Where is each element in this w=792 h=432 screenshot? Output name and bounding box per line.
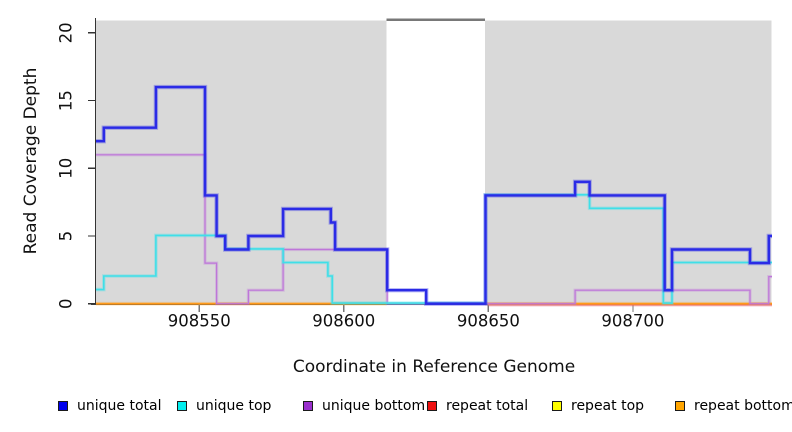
- y-tick-label: 0: [57, 298, 76, 309]
- x-axis-title: Coordinate in Reference Genome: [292, 357, 576, 377]
- x-tick-label: 908700: [601, 312, 664, 331]
- y-tick-label: 5: [57, 231, 76, 242]
- y-tick-label: 20: [57, 22, 76, 43]
- series-unique-total: [96, 85, 772, 305]
- x-tick-label: 908650: [457, 312, 520, 331]
- y-tick-label: 10: [57, 158, 76, 179]
- shaded-region: [96, 20, 387, 305]
- shaded-region: [484, 20, 772, 305]
- x-tick-label: 908550: [168, 312, 231, 331]
- y-axis-title: Read Coverage Depth: [21, 67, 41, 255]
- x-tick-label: 908600: [312, 312, 375, 331]
- series-unique-top: [96, 194, 772, 304]
- y-tick-label: 15: [57, 90, 76, 111]
